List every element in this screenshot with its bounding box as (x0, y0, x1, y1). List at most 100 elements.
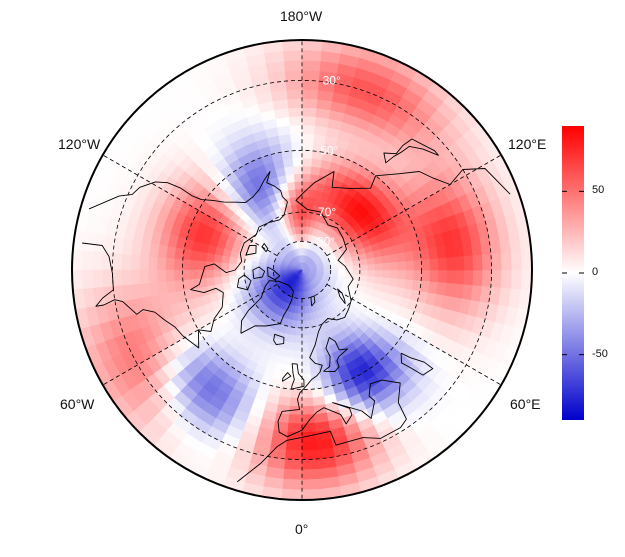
lat-label: 70° (318, 205, 336, 219)
field-cell (388, 277, 398, 287)
field-cell (289, 396, 303, 407)
field-cell (295, 334, 303, 344)
field-cell (323, 269, 332, 273)
field-cell (352, 269, 361, 276)
graticule-lat-70 (243, 211, 361, 329)
field-cell (221, 269, 230, 278)
field-cell (397, 260, 406, 271)
field-cell (301, 233, 306, 242)
field-cell (112, 269, 123, 287)
field-cell (280, 150, 293, 161)
field-cell (301, 166, 312, 175)
field-cell (148, 256, 159, 271)
field-cell (190, 250, 201, 262)
field-cell (285, 80, 303, 91)
field-cell (301, 269, 303, 278)
coastline (291, 363, 305, 390)
field-cell (403, 250, 414, 262)
field-cell (381, 269, 391, 279)
field-cell (301, 211, 308, 220)
coastline (273, 333, 285, 346)
field-cell (301, 468, 321, 480)
field-cell (229, 257, 239, 265)
field-cell (389, 261, 399, 271)
field-cell (420, 258, 431, 271)
coastlines (82, 138, 511, 483)
field-cell (102, 269, 114, 288)
field-cell (301, 98, 318, 109)
field-cell (182, 269, 192, 281)
field-cell (301, 439, 319, 451)
field-cell (520, 269, 532, 291)
field-cell (373, 275, 383, 285)
field-cell (389, 269, 399, 279)
field-cell (290, 388, 303, 399)
field-cell (173, 269, 184, 282)
graticule-lon-60 (326, 284, 502, 386)
field-cell (293, 181, 303, 191)
field-cell (301, 196, 309, 206)
field-cell (287, 107, 303, 118)
field-cell (411, 279, 422, 292)
field-cell (206, 253, 216, 263)
lat-label: 50° (320, 144, 338, 158)
field-cell (301, 342, 310, 351)
field-cell (381, 261, 391, 271)
colorbar-tick-50: 50 (592, 184, 605, 196)
field-cell (130, 269, 141, 286)
field-cell (281, 488, 303, 500)
field-cell (374, 269, 383, 278)
field-cell (297, 312, 303, 321)
field-cell (301, 388, 314, 399)
field-cell (301, 478, 322, 490)
field-cell (72, 269, 84, 291)
lon-label-0: 0° (295, 521, 309, 537)
field-cell (359, 269, 368, 277)
field-cell (130, 254, 141, 271)
field-cell (301, 349, 311, 359)
field-cell (301, 219, 307, 228)
field-cell (481, 253, 492, 271)
field-cell (287, 422, 303, 433)
field-cell (366, 269, 376, 277)
lon-label-120e: 120°E (508, 136, 547, 152)
field-cell (301, 173, 311, 183)
coastline (295, 168, 511, 325)
coastline (88, 171, 288, 210)
field-cell (490, 252, 502, 271)
field-cell (121, 269, 133, 287)
lat-label: 80° (317, 234, 335, 248)
lon-label-60e: 60°E (510, 396, 541, 412)
coastline (267, 266, 281, 281)
field-cell (428, 257, 439, 271)
field-cell (293, 173, 303, 183)
coastline (400, 352, 434, 376)
graticule (102, 40, 502, 500)
field-cell (190, 259, 200, 271)
field-cell (481, 269, 492, 287)
field-cell (301, 40, 323, 52)
field-cell (307, 197, 315, 207)
lon-label-60w: 60°W (60, 396, 95, 412)
field-cell (301, 334, 309, 344)
coastline (310, 295, 316, 307)
field-cell (282, 50, 303, 62)
field-cell (403, 278, 414, 290)
field-cell (445, 269, 456, 284)
graticule-lon-300 (102, 284, 278, 386)
field-cell (306, 204, 314, 214)
field-cell (395, 277, 406, 289)
field-cell (290, 326, 298, 336)
coastline (236, 274, 252, 291)
coastline (337, 288, 346, 305)
field-cell (282, 478, 303, 490)
field-cell (173, 258, 184, 271)
field-cell (243, 259, 253, 266)
coastline (236, 324, 407, 483)
field-cell (82, 250, 94, 271)
field-cell (165, 269, 176, 283)
field-cell (148, 269, 159, 284)
field-cell (366, 263, 376, 271)
field-cell (301, 50, 322, 62)
field-cell (221, 255, 231, 265)
